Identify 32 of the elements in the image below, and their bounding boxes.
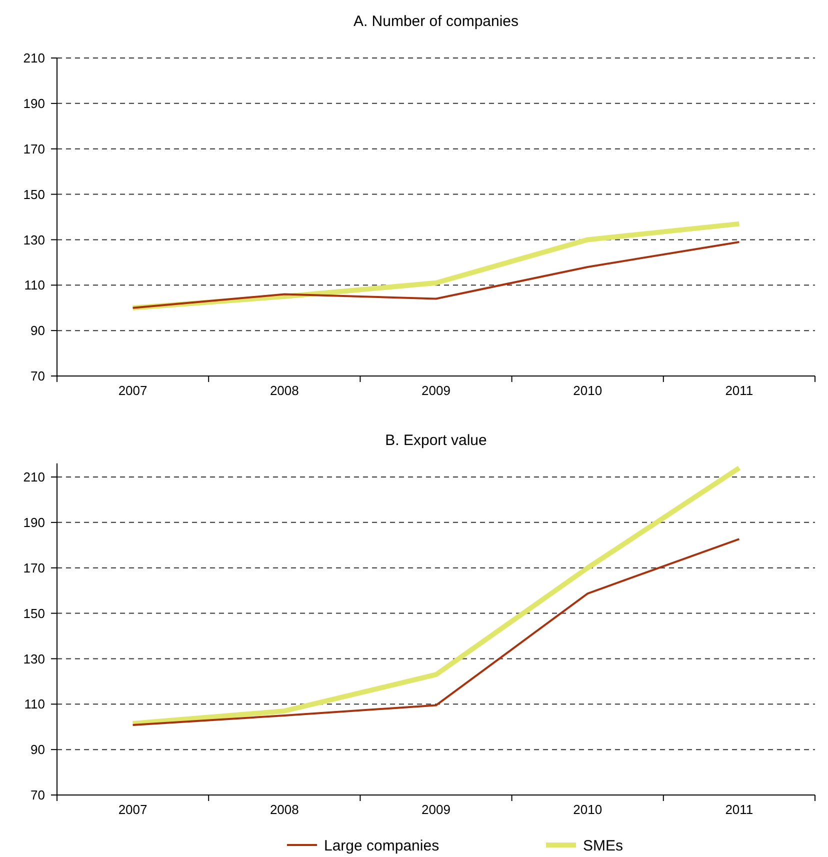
y-tick-label: 90 (30, 742, 45, 758)
y-tick-label: 70 (30, 788, 45, 803)
y-tick-label: 170 (23, 141, 45, 156)
x-tick-label: 2010 (573, 383, 602, 398)
x-tick-label: 2011 (725, 802, 754, 817)
x-tick-label: 2008 (270, 802, 299, 817)
y-tick-label: 190 (23, 514, 45, 530)
line-series (132, 240, 740, 309)
x-tick-label: 2009 (422, 802, 450, 817)
x-tick-label: 2007 (118, 383, 148, 398)
y-tick-label: 130 (23, 232, 45, 248)
y-tick-label: 190 (23, 96, 45, 111)
y-tick-label: 150 (23, 606, 45, 621)
y-tick-label: 90 (30, 323, 45, 338)
y-tick-label: 70 (30, 368, 45, 384)
x-tick-label: 2011 (725, 383, 754, 398)
chart-title: B. Export value (385, 432, 487, 449)
y-tick-label: 210 (23, 470, 45, 485)
legend-label: Large companies (324, 837, 440, 854)
y-tick-label: 170 (23, 560, 45, 576)
legend-label: SMEs (583, 837, 624, 854)
y-tick-label: 130 (23, 651, 45, 666)
y-tick-label: 150 (23, 186, 45, 202)
chart-title: A. Number of companies (353, 13, 519, 30)
x-tick-label: 2010 (573, 802, 602, 817)
y-tick-label: 110 (24, 696, 45, 712)
x-tick-label: 2009 (422, 383, 450, 398)
x-tick-label: 2007 (118, 802, 148, 817)
y-tick-label: 110 (24, 278, 45, 293)
x-tick-label: 2008 (270, 383, 299, 398)
line-series (132, 538, 740, 726)
y-tick-label: 210 (23, 50, 45, 66)
